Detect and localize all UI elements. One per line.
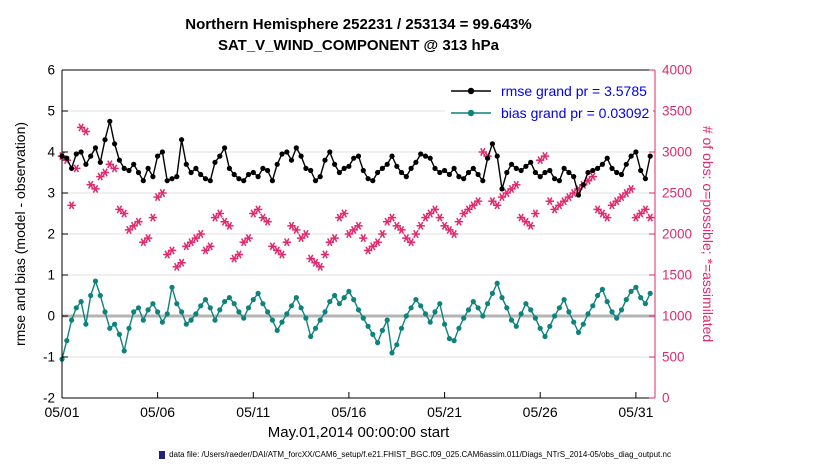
legend: rmse grand pr = 3.5785 bias grand pr = 0… (445, 78, 654, 126)
svg-text:1000: 1000 (662, 309, 692, 324)
legend-bias-label: bias grand pr = 0.03092 (501, 105, 650, 121)
svg-text:5: 5 (47, 104, 55, 119)
svg-text:05/21: 05/21 (427, 404, 462, 420)
obs-assimilated-series (57, 123, 655, 271)
chart-title: Northern Hemisphere 252231 / 253134 = 99… (62, 14, 655, 56)
svg-text:4: 4 (47, 145, 55, 160)
right-axis-label: # of obs: o=possible; *=assimilated (700, 125, 716, 343)
rmse-series (59, 118, 653, 198)
svg-text:-2: -2 (43, 391, 55, 406)
svg-text:-1: -1 (43, 350, 55, 365)
svg-text:05/01: 05/01 (44, 404, 79, 420)
svg-text:3: 3 (47, 186, 55, 201)
x-axis-label: May.01,2014 00:00:00 start (267, 424, 450, 441)
svg-text:3000: 3000 (662, 145, 692, 160)
svg-text:2: 2 (47, 227, 55, 242)
svg-text:6: 6 (47, 63, 55, 78)
rmse-line-sample (451, 87, 491, 95)
x-tick-labels: 05/01 05/06 05/11 05/16 05/21 05/26 05/31 (44, 392, 654, 420)
svg-text:4000: 4000 (662, 63, 692, 78)
bias-line-sample (451, 109, 491, 117)
legend-item-rmse: rmse grand pr = 3.5785 (449, 80, 649, 102)
svg-text:500: 500 (662, 350, 685, 365)
data-file-path: data file: /Users/raeder/DAI/ATM_forcXX/… (169, 450, 671, 459)
left-tick-labels: -2 -1 0 1 2 3 4 5 6 (43, 63, 68, 406)
footer: data file: /Users/raeder/DAI/ATM_forcXX/… (0, 450, 830, 459)
svg-text:05/06: 05/06 (140, 404, 175, 420)
grid-lines (62, 110, 655, 358)
title-line-1: Northern Hemisphere 252231 / 253134 = 99… (185, 16, 532, 33)
svg-text:0: 0 (662, 391, 670, 406)
svg-text:0: 0 (47, 309, 55, 324)
svg-text:05/16: 05/16 (331, 404, 366, 420)
legend-item-bias: bias grand pr = 0.03092 (449, 102, 649, 124)
legend-rmse-label: rmse grand pr = 3.5785 (501, 83, 647, 99)
svg-text:05/26: 05/26 (523, 404, 558, 420)
svg-text:1500: 1500 (662, 268, 692, 283)
svg-text:05/31: 05/31 (618, 404, 653, 420)
svg-text:2500: 2500 (662, 186, 692, 201)
svg-text:05/11: 05/11 (236, 404, 270, 420)
bias-series (59, 278, 653, 362)
title-line-2: SAT_V_WIND_COMPONENT @ 313 hPa (217, 37, 500, 54)
right-tick-labels: 0 500 1000 1500 2000 2500 3000 3500 4000 (649, 63, 692, 406)
svg-text:1: 1 (47, 268, 55, 283)
left-axis-label: rmse and bias (model - observation) (12, 121, 28, 347)
footer-marker-icon (159, 450, 166, 459)
svg-text:3500: 3500 (662, 104, 692, 119)
svg-text:2000: 2000 (662, 227, 692, 242)
